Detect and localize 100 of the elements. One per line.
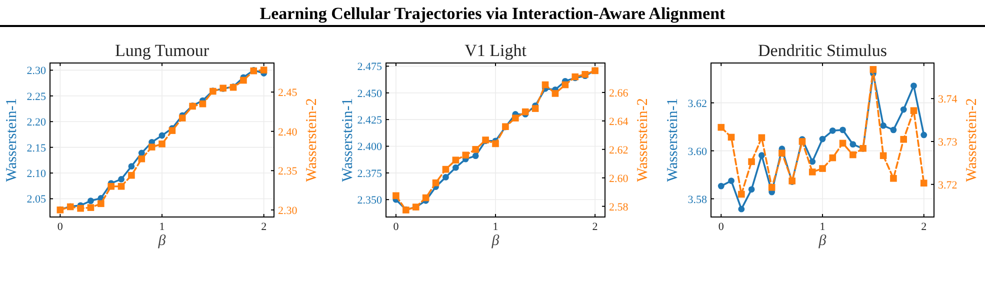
y2-tick-label: 2.40	[278, 126, 298, 138]
x-tick-label: 1	[492, 221, 498, 233]
y-tick-label: 2.450	[357, 88, 382, 100]
x-axis-title: β	[490, 233, 500, 249]
point	[442, 166, 450, 173]
point	[158, 140, 166, 148]
point	[452, 164, 459, 171]
point	[808, 168, 816, 176]
point	[829, 154, 836, 162]
point	[472, 146, 479, 153]
point	[718, 182, 724, 190]
point	[128, 172, 135, 179]
y2-tick-label: 2.35	[278, 166, 298, 178]
y-tick-label: 3.60	[688, 146, 708, 158]
point	[422, 194, 430, 202]
point	[108, 182, 114, 190]
point	[829, 127, 836, 134]
point	[728, 134, 735, 141]
point	[850, 151, 856, 158]
y-tick-label: 2.20	[26, 116, 46, 129]
y2-tick-label: 3.74	[938, 94, 958, 106]
point	[890, 126, 897, 134]
point	[492, 140, 499, 148]
chart-title: Dendritic Stimulus	[758, 41, 887, 60]
point	[910, 82, 917, 89]
y2-tick-label: 3.73	[938, 136, 958, 148]
point	[552, 90, 559, 97]
point	[850, 141, 856, 148]
y-tick-label: 3.58	[688, 194, 708, 206]
point	[168, 127, 176, 134]
point	[819, 136, 826, 142]
point	[260, 66, 268, 74]
point	[522, 108, 529, 116]
x-tick-label: 1	[159, 221, 165, 233]
y2-axis-title: Wasserstein-2	[304, 98, 320, 182]
point	[819, 165, 826, 172]
point	[138, 150, 145, 156]
y-tick-label: 2.400	[357, 141, 382, 154]
point	[728, 178, 734, 184]
text: Learning Cellular Trajectories via Interaction-Aware Alignment	[260, 4, 726, 23]
y-tick-label: 2.375	[357, 168, 382, 180]
x-tick-label: 2	[261, 221, 267, 233]
y-tick-label: 2.350	[357, 194, 382, 207]
x-axis-title: β	[818, 233, 827, 249]
point	[240, 76, 247, 84]
y2-axis-title: Wasserstein-2	[635, 98, 651, 182]
y-tick-label: 2.10	[26, 168, 46, 180]
point	[839, 140, 846, 147]
y-tick-label: 3.62	[688, 98, 707, 110]
y2-tick-label: 2.30	[278, 204, 298, 217]
point	[778, 150, 786, 156]
point	[118, 176, 124, 182]
x-tick-label: 0	[393, 221, 400, 233]
y2-tick-label: 2.62	[609, 144, 628, 156]
point	[532, 105, 539, 112]
point	[900, 136, 907, 143]
y-tick-label: 2.425	[357, 114, 382, 127]
y2-tick-label: 2.45	[278, 87, 298, 100]
point	[199, 100, 206, 108]
point	[738, 206, 745, 212]
point	[542, 81, 549, 88]
point	[98, 200, 104, 208]
point	[118, 182, 125, 190]
y-axis-title: Wasserstein-1	[4, 98, 20, 182]
point	[432, 179, 440, 186]
point	[910, 107, 918, 114]
point	[748, 186, 755, 193]
point	[442, 174, 449, 180]
point	[472, 152, 479, 160]
y-axis-title: Wasserstein-1	[665, 98, 681, 182]
x-tick-label: 0	[57, 221, 64, 233]
point	[148, 144, 156, 150]
point	[88, 198, 94, 204]
point	[758, 152, 765, 159]
point	[758, 134, 766, 142]
point	[562, 81, 569, 88]
point	[178, 114, 186, 122]
y2-tick-label: 2.64	[609, 116, 629, 128]
point	[880, 122, 887, 129]
point	[138, 155, 146, 162]
y-tick-label: 2.15	[26, 142, 46, 154]
point	[809, 158, 816, 165]
point	[462, 152, 470, 158]
y2-tick-label: 2.66	[609, 87, 629, 100]
point	[920, 180, 928, 187]
y2-axis-title: Wasserstein-2	[964, 98, 980, 182]
y-tick-label: 2.475	[357, 61, 382, 74]
y2-tick-label: 3.72	[938, 179, 958, 192]
chart-title: Lung Tumour	[115, 41, 210, 60]
point	[840, 126, 846, 134]
point	[452, 156, 460, 164]
point	[880, 152, 887, 160]
point	[920, 132, 928, 138]
point	[718, 124, 725, 131]
point	[798, 138, 806, 145]
point	[738, 190, 745, 198]
y2-tick-label: 2.58	[609, 201, 629, 214]
x-tick-label: 2	[592, 221, 598, 233]
y-tick-label: 2.05	[26, 194, 46, 206]
x-tick-label: 0	[718, 221, 724, 233]
